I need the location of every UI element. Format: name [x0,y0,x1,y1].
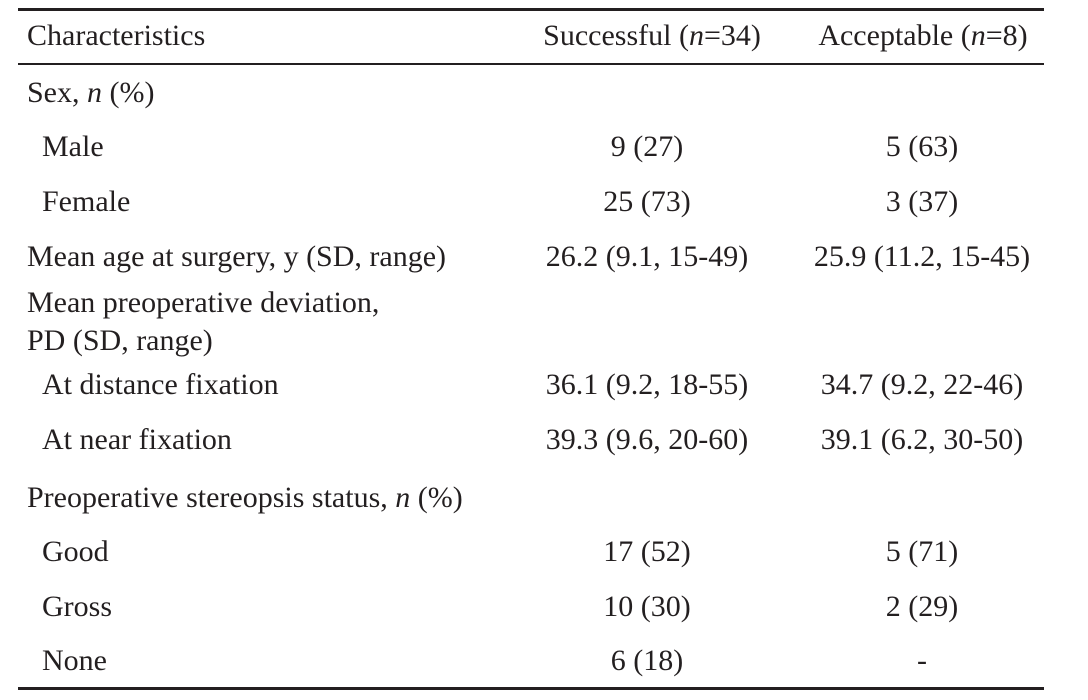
male-acceptable: 5 (63) [885,130,959,163]
good-label: Good [42,535,109,568]
age-successful: 26.2 (9.1, 15-49) [545,240,749,273]
female-acceptable: 3 (37) [885,185,959,218]
female-label: Female [42,185,131,218]
stereopsis-label-prefix: Preoperative stereopsis status, [27,481,396,514]
section-sex: Sex, n (%) [18,74,1044,112]
table-row-near: At near fixation 39.3 (9.6, 20-60) 39.1 … [18,421,1044,459]
gross-acceptable: 2 (29) [885,590,959,623]
none-successful: 6 (18) [610,644,684,677]
distance-label: At distance fixation [42,368,279,401]
header-acceptable-prefix: Acceptable ( [818,19,971,52]
table-row-age: Mean age at surgery, y (SD, range) 26.2 … [18,238,1044,276]
age-acceptable: 25.9 (11.2, 15-45) [813,240,1031,273]
table-row-distance: At distance fixation 36.1 (9.2, 18-55) 3… [18,366,1044,404]
table-row-female: Female 25 (73) 3 (37) [18,183,1044,221]
table-header-row: Characteristics Successful (n=34) Accept… [18,17,1044,55]
header-successful-n: n [688,19,704,52]
none-label: None [42,644,107,677]
deviation-label-line2: PD (SD, range) [27,324,213,357]
near-label: At near fixation [42,423,232,456]
male-label: Male [42,130,104,163]
header-rule [18,63,1044,65]
sex-label-prefix: Sex, [27,76,87,109]
distance-successful: 36.1 (9.2, 18-55) [545,368,749,401]
female-successful: 25 (73) [603,185,691,218]
near-acceptable: 39.1 (6.2, 30-50) [820,423,1024,456]
deviation-label-line1: Mean preoperative deviation, [27,286,380,319]
distance-acceptable: 34.7 (9.2, 22-46) [820,368,1024,401]
none-acceptable: - [917,644,927,677]
stereopsis-label-suffix: (%) [410,481,463,514]
header-successful-prefix: Successful ( [543,19,689,52]
header-characteristics: Characteristics [27,19,206,52]
top-rule [18,8,1044,11]
bottom-rule [18,687,1044,690]
section-stereopsis: Preoperative stereopsis status, n (%) [18,479,1044,517]
table-row-gross: Gross 10 (30) 2 (29) [18,588,1044,626]
good-successful: 17 (52) [603,535,691,568]
header-successful: Successful (n=34) [521,17,783,55]
header-successful-suffix: =34) [703,19,761,52]
sex-label-n: n [87,76,102,109]
header-acceptable: Acceptable (n=8) [793,17,1053,55]
stereopsis-label-n: n [395,481,411,514]
header-acceptable-n: n [970,19,986,52]
stereopsis-label: Preoperative stereopsis status, n (%) [27,479,463,517]
header-acceptable-suffix: =8) [985,19,1028,52]
deviation-label-line1-row: Mean preoperative deviation, [18,284,1044,322]
table-row-male: Male 9 (27) 5 (63) [18,128,1044,166]
table-row-none: None 6 (18) - [18,642,1044,680]
age-label: Mean age at surgery, y (SD, range) [27,240,447,273]
near-successful: 39.3 (9.6, 20-60) [545,423,749,456]
gross-successful: 10 (30) [603,590,691,623]
good-acceptable: 5 (71) [885,535,959,568]
sex-label-suffix: (%) [102,76,155,109]
sex-label: Sex, n (%) [27,74,154,112]
gross-label: Gross [42,590,113,623]
male-successful: 9 (27) [610,130,684,163]
table-row-good: Good 17 (52) 5 (71) [18,533,1044,571]
deviation-label-line2-row: PD (SD, range) [18,322,1044,360]
